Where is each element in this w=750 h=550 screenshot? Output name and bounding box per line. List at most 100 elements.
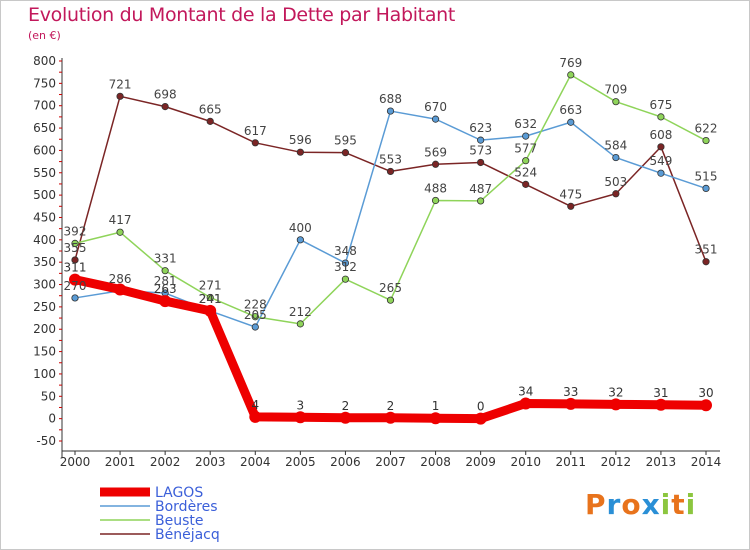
data-point: [339, 411, 352, 424]
data-point: [71, 256, 79, 264]
data-point: [657, 143, 665, 151]
data-label: 4: [251, 398, 259, 412]
data-label: 212: [289, 305, 312, 319]
y-tick-label: 50: [41, 389, 56, 403]
data-label: 312: [334, 260, 357, 274]
chart-title: Evolution du Montant de la Dette par Hab…: [28, 4, 456, 26]
data-point: [612, 190, 620, 198]
data-label: 721: [109, 77, 132, 91]
y-tick-label: 200: [33, 322, 56, 336]
data-point: [161, 267, 169, 275]
data-point: [477, 158, 485, 167]
data-point: [431, 115, 440, 123]
data-point: [702, 184, 710, 193]
data-point: [296, 148, 304, 156]
y-tick-label: 800: [33, 54, 56, 68]
data-point: [522, 180, 530, 188]
data-label: 549: [649, 154, 672, 168]
x-tick-label: 2004: [240, 455, 271, 469]
y-tick-label: 100: [33, 367, 56, 381]
data-label: 3: [297, 398, 305, 412]
y-tick-label: 500: [33, 188, 56, 202]
data-point: [429, 412, 442, 425]
y-tick-label: 150: [33, 345, 56, 359]
data-label: 0: [477, 400, 485, 414]
y-tick-label: 650: [33, 121, 56, 135]
data-point: [567, 118, 575, 126]
x-tick-label: 2007: [375, 455, 406, 469]
data-label: 663: [559, 103, 582, 117]
y-tick-label: 0: [48, 412, 56, 426]
data-label: 1: [432, 399, 440, 413]
y-tick-label: 250: [33, 300, 56, 314]
data-point: [71, 239, 79, 247]
data-label: 596: [289, 133, 312, 147]
x-tick-label: 2005: [285, 455, 316, 469]
y-tick-label: 600: [33, 143, 56, 157]
proxiti-logo: Proxiti: [585, 488, 697, 521]
data-point: [69, 273, 81, 286]
data-label: 515: [695, 169, 718, 183]
legend-label: Bénéjacq: [155, 527, 220, 543]
data-label: 271: [199, 278, 222, 292]
data-label: 348: [334, 244, 357, 258]
y-tick-label: 450: [33, 210, 56, 224]
data-label: 33: [563, 385, 578, 399]
data-point: [341, 275, 350, 283]
data-point: [294, 411, 307, 424]
x-tick-label: 2008: [420, 455, 451, 469]
data-point: [386, 107, 395, 115]
data-point: [612, 98, 620, 106]
data-point: [567, 202, 575, 210]
data-label: 475: [559, 187, 582, 201]
data-point: [702, 258, 710, 266]
data-point: [251, 323, 259, 331]
data-point: [702, 136, 710, 145]
legend-label: LAGOS: [155, 485, 203, 501]
data-label: 311: [64, 261, 87, 275]
data-point: [431, 160, 440, 168]
data-point: [700, 399, 712, 412]
data-label: 584: [604, 139, 627, 153]
x-tick-label: 2012: [601, 455, 632, 469]
data-point: [474, 412, 487, 425]
data-label: 32: [608, 385, 623, 399]
data-point: [386, 167, 395, 176]
data-point: [204, 304, 217, 317]
data-point: [161, 103, 169, 111]
data-label: 281: [154, 274, 177, 288]
data-point: [251, 139, 259, 147]
data-label: 205: [244, 308, 267, 322]
data-point: [296, 236, 304, 244]
legend-label: Bordères: [155, 499, 218, 515]
x-tick-label: 2002: [150, 455, 181, 469]
data-point: [567, 71, 575, 79]
data-point: [71, 294, 79, 302]
data-label: 263: [154, 282, 177, 296]
data-label: 709: [604, 83, 627, 97]
y-tick-label: 700: [33, 99, 56, 113]
x-tick-label: 2011: [556, 455, 587, 469]
data-point: [206, 293, 214, 302]
data-label: 622: [695, 122, 718, 136]
data-label: 351: [695, 243, 718, 257]
data-point: [206, 117, 214, 125]
data-label: 688: [379, 92, 402, 106]
legend-label: Beuste: [155, 513, 204, 529]
data-point: [564, 397, 577, 410]
data-point: [384, 411, 397, 424]
data-label: 769: [559, 56, 582, 70]
data-label: 241: [199, 292, 222, 306]
data-label: 632: [514, 117, 537, 131]
data-label: 665: [199, 102, 222, 116]
data-point: [522, 132, 530, 140]
data-label: 228: [244, 298, 267, 312]
unit-label: (en €): [28, 29, 61, 42]
data-label: 34: [518, 384, 533, 398]
data-label: 417: [109, 213, 132, 227]
data-label: 30: [698, 386, 713, 400]
data-label: 675: [649, 98, 672, 112]
data-label: 608: [649, 128, 672, 142]
